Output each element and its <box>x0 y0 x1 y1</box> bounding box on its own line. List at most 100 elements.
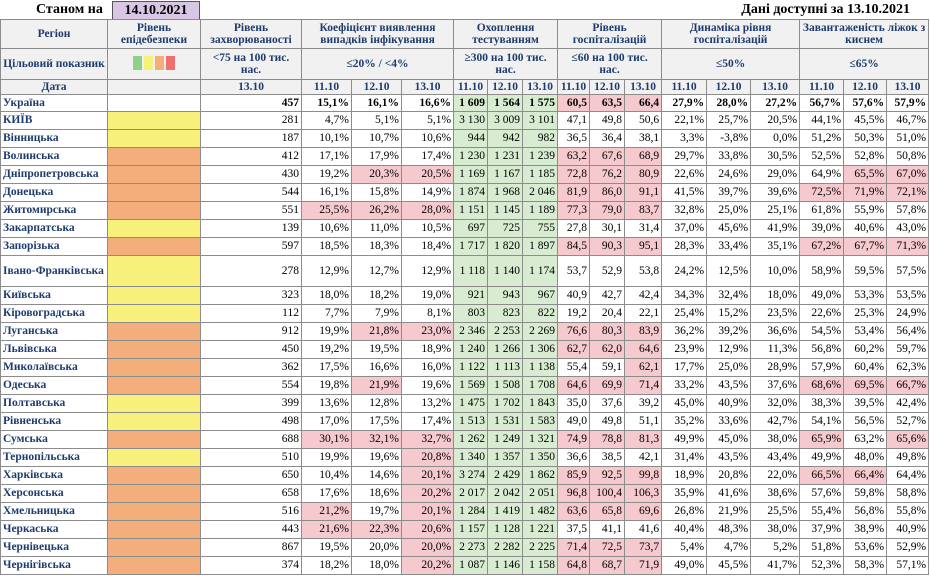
hospitalization-value: 63,5 <box>589 94 626 112</box>
positivity-value: 26,2% <box>351 201 402 220</box>
oxygen-beds-value: 67,2% <box>799 237 845 256</box>
table-row: Кіровоградська 112 7,7% 7,9% 8,1% 803 823 822 19… <box>0 304 930 323</box>
hospitalization-value: 81,9 <box>557 183 591 202</box>
hosp-dynamics-value: 33,8% <box>706 147 752 166</box>
hosp-dynamics-value: 29,7% <box>661 147 708 166</box>
epidemic-level-cell <box>107 237 201 256</box>
incidence-value: 412 <box>200 147 302 166</box>
incidence-value: 443 <box>200 520 302 539</box>
hosp-dynamics-value: 22,1% <box>661 111 708 130</box>
target-hosp-dynamics: ≤50% <box>661 48 801 80</box>
epidemic-level-cell <box>107 412 201 431</box>
hospitalization-value: 41,1 <box>589 520 626 539</box>
positivity-value: 19,8% <box>301 376 352 395</box>
region-name: Миколаївська <box>0 358 108 377</box>
oxygen-beds-value: 67,7% <box>843 237 888 256</box>
hosp-dynamics-value: 24,2% <box>661 255 708 287</box>
hosp-dynamics-value: 49,9% <box>661 430 708 449</box>
incidence-value: 544 <box>200 183 302 202</box>
positivity-value: 11,0% <box>351 219 402 238</box>
region-name: Харківська <box>0 466 108 485</box>
testing-value: 1 230 <box>453 147 489 166</box>
positivity-value: 20,5% <box>400 165 455 184</box>
oxygen-beds-value: 60,4% <box>843 358 888 377</box>
oxygen-beds-value: 55,4% <box>799 502 845 521</box>
hospitalization-value: 60,5 <box>557 94 591 112</box>
hospitalization-value: 79,0 <box>589 201 626 220</box>
hospitalization-value: 68,7 <box>589 556 626 575</box>
incidence-value: 278 <box>200 255 302 287</box>
incidence-value: 510 <box>200 448 302 467</box>
oxygen-beds-value: 52,3% <box>799 556 845 575</box>
epidemic-level-cell <box>107 430 201 449</box>
region-name: Львівська <box>0 340 108 359</box>
hosp-dynamics-value: 38,0% <box>750 520 801 539</box>
oxygen-beds-value: 52,5% <box>799 147 845 166</box>
hosp-dynamics-value: 41,6% <box>706 484 752 503</box>
hospitalization-value: 55,4 <box>557 358 591 377</box>
oxygen-beds-value: 59,5% <box>843 255 888 287</box>
positivity-value: 13,2% <box>400 394 455 413</box>
hospitalization-value: 49,8 <box>589 111 626 130</box>
testing-value: 921 <box>453 286 489 305</box>
oxygen-beds-value: 56,8% <box>843 502 888 521</box>
testing-value: 3 009 <box>487 111 524 130</box>
hosp-dynamics-value: 26,8% <box>661 502 708 521</box>
testing-value: 2 042 <box>487 484 524 503</box>
hospitalization-value: 19,2 <box>557 304 591 323</box>
epidemic-level-cell <box>107 165 201 184</box>
positivity-value: 7,9% <box>351 304 402 323</box>
testing-value: 1 564 <box>487 94 524 112</box>
oxygen-beds-value: 68,6% <box>799 376 845 395</box>
positivity-value: 17,5% <box>351 412 402 431</box>
positivity-value: 18,0% <box>301 286 352 305</box>
target-positivity: ≤20% / <4% <box>300 48 455 80</box>
oxygen-beds-value: 56,8% <box>799 340 845 359</box>
testing-value: 1 128 <box>487 520 524 539</box>
incidence-value: 374 <box>200 556 302 575</box>
incidence-value: 112 <box>200 304 302 323</box>
testing-value: 943 <box>487 286 524 305</box>
testing-value: 1 284 <box>453 502 489 521</box>
oxygen-beds-value: 56,4% <box>886 322 930 341</box>
hosp-dynamics-value: 36,6% <box>750 322 801 341</box>
testing-value: 803 <box>453 304 489 323</box>
positivity-value: 18,0% <box>351 556 402 575</box>
positivity-value: 15,1% <box>301 94 352 112</box>
date-beds-1: 11.10 <box>799 79 845 95</box>
positivity-value: 16,6% <box>400 94 455 112</box>
oxygen-beds-value: 71,9% <box>843 183 888 202</box>
testing-value: 725 <box>487 219 524 238</box>
testing-value: 1 185 <box>522 165 559 184</box>
region-name: Закарпатська <box>0 219 108 238</box>
col-oxygen-beds: Завантаженість ліжок з киснем <box>799 19 930 49</box>
hosp-dynamics-value: 35,1% <box>750 237 801 256</box>
positivity-value: 20,3% <box>351 165 402 184</box>
testing-value: 1 266 <box>487 340 524 359</box>
testing-value: 3 101 <box>522 111 559 130</box>
incidence-value: 362 <box>200 358 302 377</box>
hosp-dynamics-value: 32,4% <box>706 286 752 305</box>
positivity-value: 16,1% <box>351 94 402 112</box>
hospitalization-value: 36,6 <box>557 448 591 467</box>
epidemic-level-cell <box>107 376 201 395</box>
col-region: Регіон <box>0 19 108 49</box>
hosp-dynamics-value: 39,2% <box>706 322 752 341</box>
incidence-value: 323 <box>200 286 302 305</box>
date-pos-3: 13.10 <box>400 79 455 95</box>
epidemic-level-cell <box>107 322 201 341</box>
positivity-value: 14,9% <box>400 183 455 202</box>
table-row: Київська 323 18,0% 18,2% 19,0% 921 943 967 40,9 4… <box>0 286 930 305</box>
hospitalization-value: 80,3 <box>589 322 626 341</box>
hospitalization-value: 100,4 <box>589 484 626 503</box>
target-row: Цільовий показник <75 на 100 тис. нас. ≤… <box>0 48 930 80</box>
positivity-value: 10,1% <box>301 129 352 148</box>
date-hosp-1: 11.10 <box>557 79 591 95</box>
region-name: Київська <box>0 286 108 305</box>
oxygen-beds-value: 57,8% <box>886 201 930 220</box>
hospitalization-value: 62,7 <box>557 340 591 359</box>
testing-value: 1 508 <box>487 376 524 395</box>
hospitalization-value: 64,8 <box>557 556 591 575</box>
hosp-dynamics-value: 17,7% <box>661 358 708 377</box>
table-row: Рівненська 498 17,0% 17,5% 17,4% 1 513 1 531 1 … <box>0 412 930 431</box>
